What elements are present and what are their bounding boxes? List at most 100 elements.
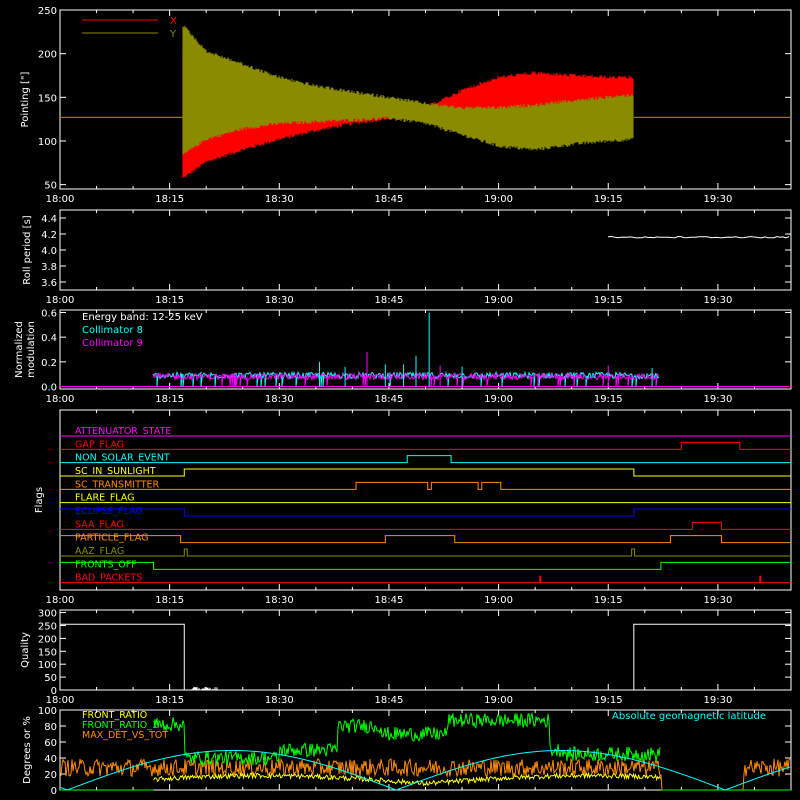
legend-label-y: Y xyxy=(169,29,177,40)
modulation-legend-8: Collimator 8 xyxy=(82,325,143,336)
flags-axes: 18:00 18:15 18:30 18:45 19:00 19:15 19:30 xyxy=(46,409,792,606)
flag-label: AAZ_FLAG xyxy=(75,546,124,557)
pointing-xtick-label: 18:00 xyxy=(46,194,75,205)
flags-xtick-label: 19:30 xyxy=(703,595,732,606)
ratios-ytick-label: 100 xyxy=(38,706,57,717)
roll-ytick-label: 4.4 xyxy=(41,214,57,225)
roll-ytick-label: 4.2 xyxy=(41,230,57,241)
roll-frame xyxy=(59,209,792,291)
quality-ytick-label: 0 xyxy=(51,686,57,697)
flag-label: GAP_FLAG xyxy=(75,439,124,450)
ratios-series-front xyxy=(153,771,662,787)
ratios-frame xyxy=(59,709,792,791)
flag-line-particle-flag xyxy=(60,535,791,544)
quality-xtick-label: 19:15 xyxy=(594,695,623,706)
pointing-xtick-label: 18:30 xyxy=(265,194,294,205)
ratios-ytick-label: 80 xyxy=(44,722,57,733)
flags-xtick-label: 18:30 xyxy=(265,595,294,606)
quality-xtick-label: 18:30 xyxy=(265,695,294,706)
pointing-xtick-label: 19:30 xyxy=(703,194,732,205)
flag-line-eclipse-flag xyxy=(60,508,791,517)
roll-xtick-label: 19:30 xyxy=(703,295,732,306)
modulation-xtick-label: 18:00 xyxy=(46,394,75,405)
roll-series xyxy=(607,235,790,239)
quality-ytick-label: 250 xyxy=(38,621,57,632)
flag-line-gap-flag xyxy=(60,441,791,450)
ratios-legend: MAX_DET_VS_TOT xyxy=(82,730,168,741)
quality-frame xyxy=(59,609,792,691)
flag-label: PARTICLE_FLAG xyxy=(75,533,148,544)
flag-line-sc-transmitter xyxy=(60,481,791,490)
modulation-ylabel: Normalized xyxy=(14,321,25,378)
modulation-legend-9: Collimator 9 xyxy=(82,338,143,349)
pointing-xtick-label: 19:15 xyxy=(594,194,623,205)
roll-ytick-label: 3.8 xyxy=(41,262,57,273)
roll-ytick-label: 4.0 xyxy=(41,246,57,257)
modulation-axes: 18:00 18:15 18:30 18:45 19:00 19:15 19:30 xyxy=(46,309,792,405)
quality-ytick-label: 150 xyxy=(38,647,57,658)
ratios-series-latitude xyxy=(60,750,791,791)
modulation-ytick-label: 0.0 xyxy=(41,383,57,394)
pointing-ytick-label: 150 xyxy=(38,93,57,104)
quality-series xyxy=(60,623,791,691)
ratios-ylabel: Degrees or % xyxy=(22,716,33,784)
modulation-xtick-label: 19:15 xyxy=(594,394,623,405)
flag-label: BAD_PACKETS xyxy=(75,573,142,584)
quality-xtick-label: 19:30 xyxy=(703,695,732,706)
ratios-ytick-label: 20 xyxy=(44,770,57,781)
pointing-ytick-label: 250 xyxy=(38,6,57,17)
roll-xtick-label: 18:00 xyxy=(46,295,75,306)
roll-axes: 18:00 18:15 18:30 18:45 19:00 19:15 19:30 xyxy=(46,209,792,306)
pointing-xtick-label: 18:45 xyxy=(375,194,404,205)
ratios-right-label: Absolute geomagnetic latitude xyxy=(612,711,766,722)
roll-yaxis: 3.6 3.8 4.0 4.2 4.4 xyxy=(41,214,791,289)
flag-label: SC_IN_SUNLIGHT xyxy=(75,466,156,477)
pointing-yaxis: 50 100 150 200 250 xyxy=(38,6,791,192)
modulation-xtick-label: 19:00 xyxy=(484,394,513,405)
pointing-ytick-label: 200 xyxy=(38,50,57,61)
flags-ylabel: Flags xyxy=(34,487,45,513)
roll-xtick-label: 18:30 xyxy=(265,295,294,306)
quality-ytick-label: 50 xyxy=(44,673,57,684)
flag-line-fronts-off xyxy=(60,561,791,570)
flag-label: ECLIPSE_FLAG xyxy=(75,506,143,517)
pointing-xtick-label: 19:00 xyxy=(484,194,513,205)
ratios-ytick-label: 60 xyxy=(44,738,57,749)
ratios-ytick-label: 0 xyxy=(51,786,57,797)
legend-label-x: X xyxy=(170,16,177,27)
flag-line-aaz-flag xyxy=(60,548,791,557)
flag-label: FLARE_FLAG xyxy=(75,493,135,504)
pointing-xtick-label: 18:15 xyxy=(155,194,184,205)
ratios-legend: FRONT_RATIO_1 xyxy=(82,720,158,731)
quality-xtick-label: 18:45 xyxy=(375,695,404,706)
pointing-ylabel: Pointing ["] xyxy=(20,71,31,127)
roll-xtick-label: 19:00 xyxy=(484,295,513,306)
flags-xtick-label: 19:15 xyxy=(594,595,623,606)
flag-label: FRONTS_OFF xyxy=(75,559,137,570)
pointing-axes: 18:00 18:15 18:30 18:45 19:00 19:15 19:30 xyxy=(46,9,792,205)
flags-xtick-label: 18:45 xyxy=(375,595,404,606)
flag-line-non-solar-event xyxy=(60,455,791,464)
roll-ytick-label: 3.6 xyxy=(41,278,57,289)
modulation-ytick-label: 0.2 xyxy=(41,358,57,369)
ratios-legend: FRONT_RATIO xyxy=(82,710,147,721)
flags-xtick-label: 18:15 xyxy=(155,595,184,606)
quality-xtick-label: 19:00 xyxy=(484,695,513,706)
modulation-xtick-label: 18:45 xyxy=(375,394,404,405)
quality-ytick-label: 300 xyxy=(38,609,57,620)
flags-xtick-label: 18:00 xyxy=(46,595,75,606)
modulation-xtick-label: 19:30 xyxy=(703,394,732,405)
quality-ytick-label: 200 xyxy=(38,634,57,645)
modulation-xtick-label: 18:30 xyxy=(265,394,294,405)
flag-label: SC_TRANSMITTER xyxy=(75,479,160,490)
modulation-ylabel: modulation xyxy=(26,321,37,378)
pointing-ytick-label: 100 xyxy=(38,137,57,148)
quality-ylabel: Quality xyxy=(20,632,31,668)
quality-ytick-label: 100 xyxy=(38,660,57,671)
quality-xtick-label: 18:15 xyxy=(155,695,184,706)
modulation-ytick-label: 0.6 xyxy=(41,308,57,319)
pointing-series-y xyxy=(182,25,634,155)
roll-xtick-label: 18:45 xyxy=(375,295,404,306)
